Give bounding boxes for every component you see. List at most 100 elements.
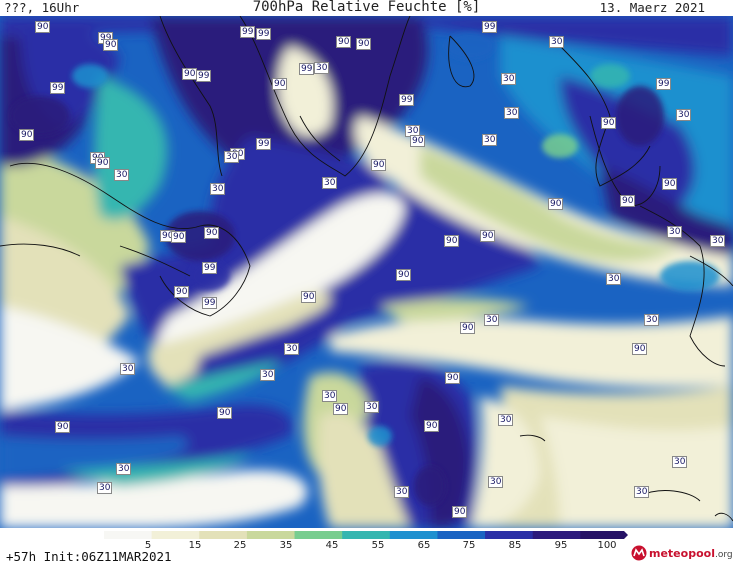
contour-value-label: 30 [484,314,500,326]
contour-value-label: 90 [371,159,387,171]
colorbar-ticks: 5 15 25 35 45 55 65 75 85 95 100 [0,540,733,554]
colorbar-tick-label: 65 [417,540,431,551]
colorbar-tick-label: 25 [233,540,247,551]
colorbar-end-arrow [624,531,628,539]
contour-value-label: 30 [284,343,300,355]
contour-value-label: 30 [482,134,498,146]
contour-value-label: 90 [460,322,476,334]
coastlines [0,16,733,522]
colorbar-segment [532,531,581,539]
contour-value-label: 90 [445,372,461,384]
contour-value-label: 90 [272,78,288,90]
contour-value-label: 90 [35,21,51,33]
contour-value-label: 99 [240,26,256,38]
contour-value-label: 99 [656,78,672,90]
colorbar-tick-label: 95 [554,540,568,551]
colorbar-segment [580,531,624,539]
contour-value-label: 30 [364,401,380,413]
contour-value-label: 30 [322,390,338,402]
contour-value-label: 90 [548,198,564,210]
humidity-field-svg [0,16,733,528]
contour-value-label: 99 [482,21,498,33]
contour-value-label: 90 [174,286,190,298]
colorbar-segment [294,531,343,539]
contour-value-label: 99 [399,94,415,106]
contour-value-label: 30 [488,476,504,488]
contour-value-label: 30 [224,151,240,163]
contour-value-label: 30 [672,456,688,468]
field-regions [0,16,733,528]
contour-value-label: 30 [116,463,132,475]
colorbar-tick-label: 55 [371,540,385,551]
contour-value-label: 90 [601,117,617,129]
contour-value-label: 90 [424,420,440,432]
colorbar-tick-label: 35 [279,540,293,551]
contour-value-label: 30 [504,107,520,119]
contour-value-label: 90 [333,403,349,415]
colorbar-tick-label: 15 [188,540,202,551]
contour-value-label: 90 [217,407,233,419]
contour-value-label: 90 [620,195,636,207]
contour-value-label: 90 [632,343,648,355]
contour-value-label: 99 [299,63,315,75]
contour-value-label: 30 [498,414,514,426]
contour-value-label: 30 [710,235,726,247]
contour-value-label: 90 [410,135,426,147]
valid-date-label: 13. Maerz 2021 [599,0,705,15]
contour-value-label: 30 [606,273,622,285]
contour-value-label: 30 [676,109,692,121]
colorbar-tick-label: 85 [508,540,522,551]
contour-value-label: 99 [256,138,272,150]
contour-value-label: 90 [336,36,352,48]
colorbar-tick-label: 5 [144,540,152,551]
contour-value-label: 90 [95,157,111,169]
contour-value-label: 90 [19,129,35,141]
contour-value-label: 30 [667,226,683,238]
header-bar: ???, 16Uhr 700hPa Relative Feuchte [%] 1… [0,0,733,16]
contour-value-label: 90 [171,231,187,243]
contour-value-label: 30 [260,369,276,381]
meteopool-logo-text: meteopool.org [649,547,733,560]
humidity-colorbar [104,531,628,539]
contour-value-label: 30 [634,486,650,498]
contour-value-label: 90 [480,230,496,242]
contour-value-label: 30 [501,73,517,85]
colorbar-segment [151,531,200,539]
contour-value-label: 30 [314,62,330,74]
contour-value-label: 90 [356,38,372,50]
model-run-info: +57h Init:06Z11MAR2021 [6,549,172,564]
contour-value-label: 30 [644,314,660,326]
contour-value-label: 90 [204,227,220,239]
contour-value-label: 90 [301,291,317,303]
contour-value-label: 99 [256,28,272,40]
contour-value-label: 99 [50,82,66,94]
colorbar-segment [389,531,438,539]
colorbar-tick-label: 45 [325,540,339,551]
contour-value-label: 30 [549,36,565,48]
contour-value-label: 30 [97,482,113,494]
colorbar-segment [199,531,248,539]
contour-value-label: 30 [322,177,338,189]
contour-value-label: 30 [120,363,136,375]
contour-value-label: 30 [394,486,410,498]
colorbar-segment [437,531,486,539]
map-title: 700hPa Relative Feuchte [%] [252,0,481,15]
valid-time-label: ???, 16Uhr [4,0,80,15]
contour-value-label: 30 [210,183,226,195]
colorbar-tick-label: 100 [597,540,617,551]
meteopool-logo-icon [631,545,647,561]
colorbar-segment [342,531,391,539]
contour-value-label: 90 [55,421,71,433]
colorbar-tick-label: 75 [462,540,476,551]
contour-value-label: 99 [202,262,218,274]
contour-value-label: 90 [452,506,468,518]
contour-value-label: 90 [103,39,119,51]
contour-value-label: 99 [202,297,218,309]
contour-value-label: 90 [662,178,678,190]
contour-value-label: 30 [114,169,130,181]
contour-value-label: 90 [182,68,198,80]
colorbar-segment [485,531,534,539]
contour-value-label: 90 [444,235,460,247]
humidity-map: 9099909999909099903090999099903090309990… [0,16,733,528]
